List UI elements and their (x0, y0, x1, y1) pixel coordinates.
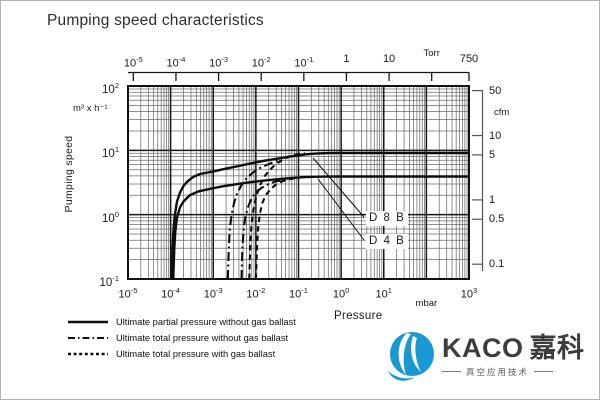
x-axis-title: Pressure (334, 310, 383, 322)
legend-dashdot-line-icon (68, 337, 108, 339)
tagline-dash-left (442, 371, 461, 372)
right-axis-tick-label: 5 (489, 148, 496, 161)
right-axis-tick-label: 0.1 (489, 258, 505, 271)
x-axis-tick-label: 10-5 (118, 286, 138, 301)
x-axis-tick-label: 103 (460, 286, 478, 301)
curve-d8b-dashdot (226, 158, 282, 279)
plot-border (127, 85, 470, 280)
curve-d4b-solid (172, 175, 469, 279)
legend-label: Ultimate total pressure without gas ball… (116, 333, 289, 343)
legend-item-dashdot: Ultimate total pressure without gas ball… (67, 332, 288, 344)
brand-name: KACO (442, 332, 524, 363)
top-axis-tick-label: 10-2 (251, 55, 271, 70)
chart-title: Pumping speed characteristics (47, 12, 264, 29)
legend-solid-line-icon (68, 320, 108, 324)
y-axis-tick-label: 101 (102, 145, 119, 161)
x-axis-tick-label: 101 (375, 286, 392, 301)
y-axis-tick-label: 10-1 (99, 274, 119, 289)
curve-d8b-dashed (248, 152, 305, 279)
brand-logo-mark-icon (388, 332, 434, 381)
legend-label: Ultimate total pressure with gas ballast (116, 349, 276, 359)
y-axis-unit-label: m³ x h⁻¹ (73, 103, 108, 114)
top-axis-tick-label: 1 (343, 53, 350, 65)
x-axis-tick-label: 10-1 (289, 286, 308, 301)
brand-logo: KACO 嘉科 真空应用技术 (384, 327, 585, 385)
x-axis-tick-label: 10-3 (203, 286, 223, 301)
right-axis-unit-label: cfm (494, 107, 510, 118)
top-axis-tick-label: 10-3 (209, 55, 229, 70)
chart-line (312, 157, 365, 218)
tagline-dash-right (534, 371, 554, 372)
legend-item-dashed: Ultimate total pressure with gas ballast (67, 348, 275, 360)
curve-d4b-dashdot (240, 177, 291, 279)
top-axis-tick-label: 10 (382, 53, 396, 65)
x-axis-tick-label: 10-2 (246, 286, 266, 301)
legend-label: Ultimate partial pressure without gas ba… (116, 317, 296, 327)
y-axis-tick-label: 102 (102, 81, 119, 96)
chart-line (317, 178, 365, 241)
brand-name-cn: 嘉科 (529, 332, 585, 363)
legend-item-solid: Ultimate partial pressure without gas ba… (67, 316, 296, 328)
curve-label-d8b: D 8 B (366, 211, 409, 226)
x-axis-tick-label: mbar (415, 298, 438, 309)
y-axis-tick-label: 100 (102, 209, 119, 225)
top-axis-tick-label: 10-4 (166, 55, 186, 70)
y-axis-title: Pumping speed (63, 135, 75, 213)
top-axis-tick-label: 10-1 (294, 55, 314, 70)
curve-d8b-solid (170, 151, 469, 279)
x-axis-tick-label: 100 (332, 286, 350, 301)
x-axis-tick-label: 10-4 (161, 286, 181, 301)
brand-tagline: 真空应用技术 (442, 366, 585, 378)
top-axis-tick-label: 750 (459, 53, 479, 65)
legend-dashed-line-icon (68, 352, 108, 356)
curve-d4b-dashed (254, 176, 303, 279)
tagline-text: 真空应用技术 (466, 366, 530, 377)
right-axis-tick-label: 1 (489, 193, 496, 206)
brand-text-block: KACO 嘉科 真空应用技术 (442, 332, 585, 378)
top-axis-tick-label: Torr (423, 48, 440, 59)
right-axis-tick-label: 0.5 (489, 213, 505, 226)
curve-label-d4b: D 4 B (366, 234, 409, 249)
right-axis-tick-label: 10 (489, 129, 502, 142)
top-axis-tick-label: 10-5 (123, 55, 143, 70)
right-axis-tick-label: 50 (489, 84, 502, 97)
